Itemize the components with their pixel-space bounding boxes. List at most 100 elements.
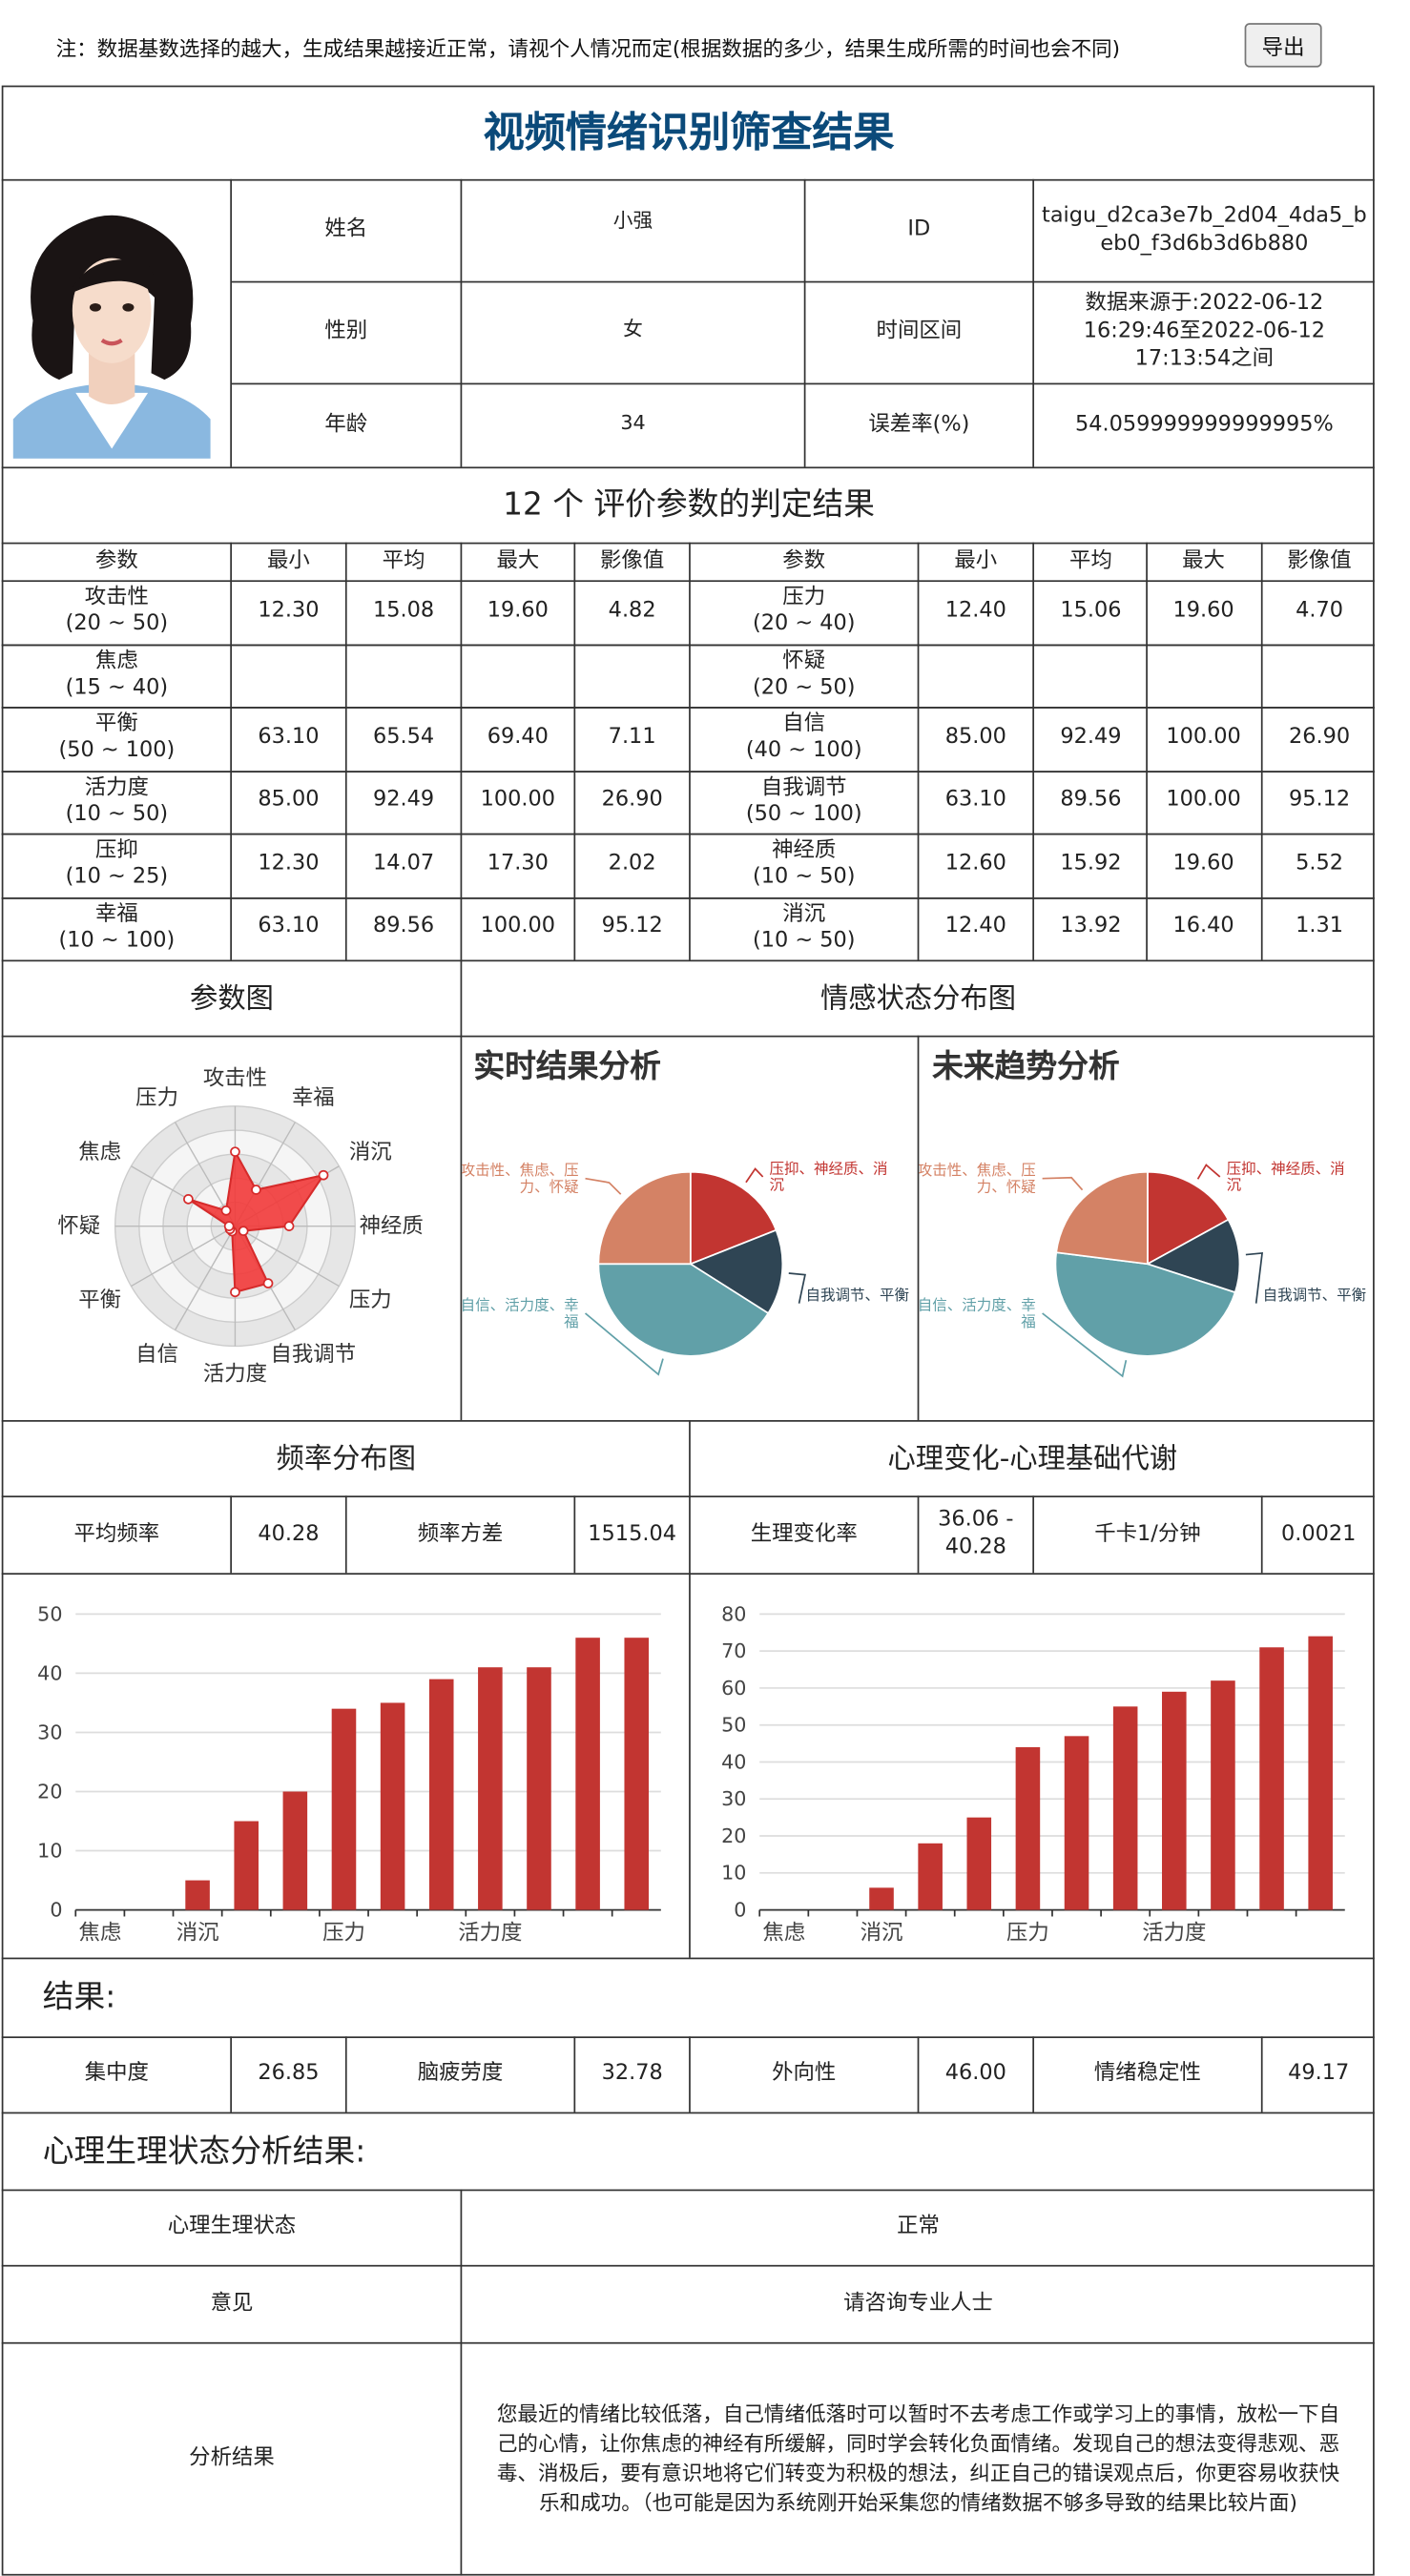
radar-label: 幸福 — [292, 1085, 335, 1110]
y-tick-label: 50 — [37, 1602, 62, 1625]
param-min-right-4: 12.60 — [944, 851, 1006, 876]
x-tick-label: 焦虑 — [762, 1921, 805, 1946]
x-tick-label: 压力 — [322, 1921, 365, 1946]
pie-label: 压抑、神经质、消沉 — [770, 1161, 888, 1194]
period-label: 时间区间 — [876, 319, 963, 344]
param-name-right-3: 自我调节 (50 ~ 100) — [691, 770, 918, 833]
param-range: (50 ~ 100) — [58, 738, 176, 764]
radar-label: 焦虑 — [78, 1140, 121, 1164]
notice-text: 注：数据基数选择的越大，生成结果越接近正常，请视个人情况而定(根据数据的多少，结… — [55, 35, 1121, 61]
y-tick-label: 30 — [37, 1721, 62, 1743]
bar — [1259, 1647, 1284, 1910]
param-name: 活力度 — [84, 774, 149, 800]
param-max-right-5: 16.40 — [1172, 914, 1234, 939]
param-range: (10 ~ 50) — [752, 928, 856, 954]
x-tick-label: 活力度 — [1142, 1921, 1206, 1946]
param-range: (20 ~ 40) — [752, 611, 856, 637]
analysis-heading: 心理生理状态分析结果: — [42, 2133, 366, 2170]
name-value: 小强 — [612, 209, 653, 233]
param-img-left-0: 4.82 — [608, 597, 656, 623]
bar — [428, 1679, 454, 1910]
param-img-left-2: 7.11 — [608, 724, 656, 750]
radar-point — [238, 1226, 249, 1237]
param-name-left-3: 活力度 (10 ~ 50) — [3, 770, 230, 833]
y-tick-label: 40 — [37, 1661, 62, 1684]
opinion-value: 请咨询专业人士 — [843, 2290, 993, 2316]
pie-label-line — [788, 1272, 806, 1304]
param-min-left-3: 85.00 — [258, 788, 320, 813]
radar-axis — [235, 1226, 340, 1288]
x-tick-label: 活力度 — [458, 1921, 522, 1946]
bar — [1064, 1736, 1089, 1910]
bar — [282, 1791, 308, 1910]
analysis-result-text: 您最近的情绪比较低落，自己情绪低落时可以暂时不去考虑工作或学习上的事情，放松一下… — [496, 2401, 1340, 2516]
bar — [331, 1708, 357, 1910]
param-name-right-4: 神经质 (10 ~ 50) — [691, 834, 918, 896]
radar-point — [230, 1287, 240, 1298]
param-avg-right-1 — [1034, 644, 1148, 707]
param-header-left-3: 最大 — [496, 547, 540, 573]
pie-label-line — [1245, 1251, 1264, 1304]
bar — [966, 1817, 992, 1910]
extraversion-value: 46.00 — [944, 2061, 1006, 2087]
param-name: 幸福 — [94, 901, 138, 927]
avatar — [10, 201, 215, 459]
param-max-left-0: 19.60 — [487, 597, 549, 623]
brain-fatigue-value: 32.78 — [601, 2061, 663, 2087]
param-img-left-5: 95.12 — [601, 914, 663, 939]
y-tick-label: 50 — [721, 1714, 746, 1737]
param-header-right-1: 最小 — [954, 547, 998, 573]
freq-variance-value: 1515.04 — [588, 1521, 676, 1546]
x-tick-label: 消沉 — [861, 1921, 903, 1946]
param-header-right-3: 最大 — [1182, 547, 1225, 573]
radar-label: 活力度 — [203, 1362, 267, 1387]
radar-point — [230, 1146, 240, 1157]
param-name: 怀疑 — [782, 648, 826, 673]
state-value: 正常 — [897, 2214, 940, 2239]
pie-label: 自我调节、平衡 — [1263, 1287, 1367, 1304]
emotion-chart-title: 情感状态分布图 — [819, 982, 1017, 1016]
y-tick-label: 0 — [734, 1898, 746, 1921]
radar-label: 自信 — [135, 1342, 178, 1367]
pie-slice — [1145, 1218, 1241, 1294]
avg-freq-label: 平均频率 — [73, 1521, 160, 1546]
pie-slice — [689, 1170, 778, 1266]
param-range: (20 ~ 50) — [65, 611, 169, 637]
radar-label: 消沉 — [349, 1140, 392, 1164]
y-tick-label: 30 — [721, 1787, 746, 1810]
param-min-right-1 — [919, 644, 1032, 707]
param-avg-left-4: 14.07 — [373, 851, 435, 876]
pie-label: 自信、活力度、幸福 — [462, 1297, 578, 1330]
radar-axis — [131, 1226, 236, 1288]
param-range: (10 ~ 50) — [65, 801, 169, 827]
param-max-right-4: 19.60 — [1172, 851, 1234, 876]
param-avg-left-0: 15.08 — [373, 597, 435, 623]
age-value: 34 — [620, 411, 646, 435]
bar — [1211, 1680, 1235, 1910]
state-label: 心理生理状态 — [167, 2214, 297, 2239]
param-header-right-2: 平均 — [1069, 547, 1112, 573]
param-img-right-3: 95.12 — [1288, 788, 1351, 813]
realtime-title: 实时结果分析 — [473, 1048, 661, 1085]
param-img-right-5: 1.31 — [1296, 914, 1343, 939]
radar-label: 平衡 — [78, 1288, 121, 1312]
export-button[interactable]: 导出 — [1244, 23, 1322, 68]
radar-label: 自我调节 — [271, 1342, 357, 1367]
pie-label-line — [585, 1177, 622, 1195]
period-value: 数据来源于:2022-06-12 16:29:46至2022-06-12 17:… — [1083, 291, 1326, 372]
emotional-stability-label: 情绪稳定性 — [1093, 2061, 1201, 2087]
pie-slice — [688, 1228, 784, 1315]
report-frame — [1, 85, 1375, 2576]
pie-label-line — [1042, 1176, 1084, 1191]
param-img-left-4: 2.02 — [608, 851, 656, 876]
radar-point — [223, 1221, 235, 1231]
param-name: 焦虑 — [94, 648, 138, 673]
bar — [1015, 1746, 1041, 1910]
param-min-left-0: 12.30 — [258, 597, 320, 623]
page-title: 视频情绪识别筛查结果 — [483, 108, 895, 156]
gender-label: 性别 — [324, 319, 368, 344]
param-avg-right-5: 13.92 — [1060, 914, 1122, 939]
x-tick-label: 焦虑 — [78, 1921, 121, 1946]
pie-label: 攻击性、焦虑、压力、怀疑 — [462, 1162, 578, 1195]
